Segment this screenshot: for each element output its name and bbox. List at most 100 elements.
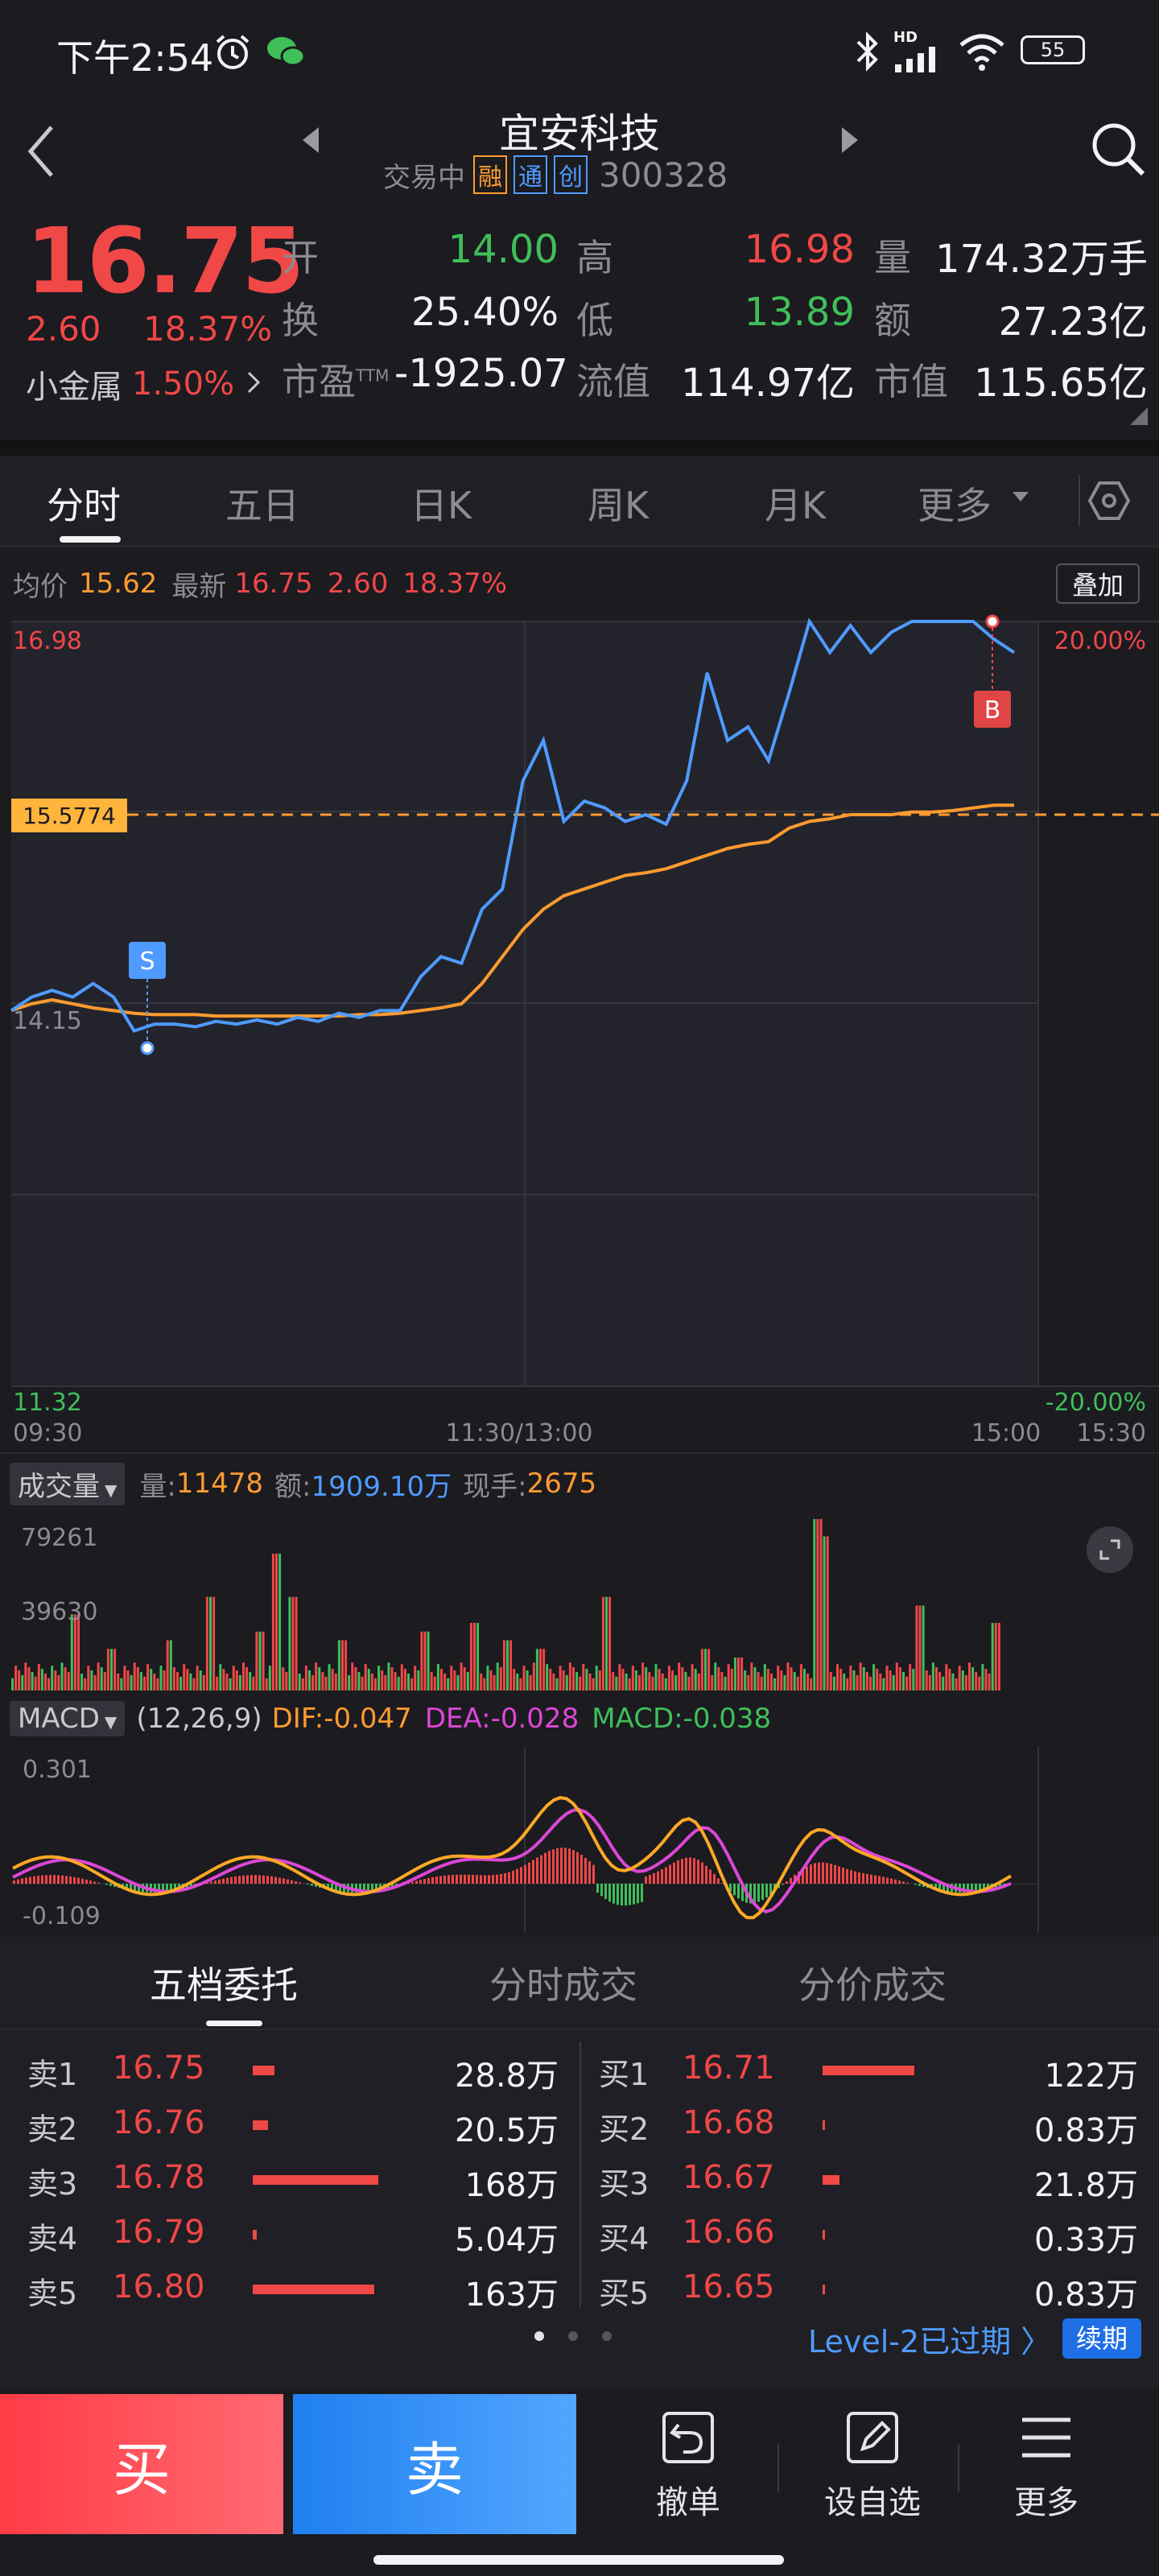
macd-bar <box>782 1884 784 1885</box>
volume-bar <box>499 1667 502 1690</box>
volume-bar <box>968 1662 971 1690</box>
macd-bar <box>641 1884 643 1902</box>
macd-bar <box>65 1876 68 1884</box>
settings-hexagon-icon[interactable] <box>1087 478 1132 526</box>
volume-bar <box>47 1678 51 1690</box>
volume-bar <box>27 1667 31 1690</box>
volume-bar <box>328 1664 331 1690</box>
macd-histogram <box>13 1847 1013 1906</box>
order-depth-bar <box>823 2230 825 2240</box>
amount-value: 27.23亿 <box>998 299 1148 345</box>
bluetooth-icon <box>853 31 882 76</box>
cancel-order-button[interactable]: 撤单 <box>612 2409 765 2529</box>
pe-value: -1925.07 <box>394 351 568 396</box>
sell-marker[interactable]: S <box>129 942 166 1055</box>
fullscreen-icon[interactable] <box>1087 1526 1133 1573</box>
macd-bar <box>822 1862 824 1884</box>
macd-bar <box>359 1884 361 1893</box>
macd-y-top: 0.301 <box>23 1756 92 1784</box>
volume-bar <box>476 1623 480 1690</box>
order-row[interactable]: 卖4 16.79 5.04万 <box>0 2206 580 2260</box>
volume-bar <box>856 1674 859 1690</box>
tab-intraday[interactable]: 分时 <box>47 484 121 527</box>
volume-bar <box>351 1662 354 1690</box>
order-row[interactable]: 买4 16.66 0.33万 <box>583 2206 1159 2260</box>
order-price: 16.78 <box>113 2159 205 2196</box>
macd-bar <box>13 1880 15 1884</box>
order-label: 卖3 <box>27 2166 78 2202</box>
volume-bar <box>612 1672 615 1690</box>
macd-bar <box>73 1876 76 1884</box>
ref-line-value: 15.5774 <box>23 803 116 829</box>
more-button[interactable]: 更多 <box>974 2409 1119 2529</box>
next-stock-icon[interactable] <box>837 124 861 159</box>
macd-bar <box>588 1861 591 1884</box>
order-row[interactable]: 买1 16.71 122万 <box>583 2041 1159 2096</box>
volume-bar <box>410 1678 414 1690</box>
tab-monthly-k[interactable]: 月K <box>765 484 827 527</box>
pct-top-label: 20.00% <box>1054 627 1146 655</box>
volume-bar <box>585 1669 588 1690</box>
macd-bar <box>564 1847 567 1884</box>
macd-bar <box>218 1879 221 1884</box>
tab-time-trades[interactable]: 分时成交 <box>489 1963 637 2007</box>
macd-bar <box>906 1882 909 1884</box>
macd-bar <box>761 1884 764 1901</box>
volume-bar <box>268 1666 271 1690</box>
volume-bar <box>562 1670 565 1690</box>
macd-bar <box>608 1884 611 1902</box>
tab-daily-k[interactable]: 日K <box>410 484 472 527</box>
tab-more[interactable]: 更多 <box>918 484 992 527</box>
order-row[interactable]: 卖3 16.78 168万 <box>0 2151 580 2206</box>
macd-selector[interactable]: MACD ▼ <box>10 1701 126 1736</box>
volume-chart[interactable]: 79261 39630 <box>0 1513 1159 1690</box>
volume-bar <box>588 1673 592 1690</box>
intraday-chart[interactable]: 16.98 14.15 11.32 20.00% -20.00% 15.5774… <box>0 596 1159 1481</box>
macd-bar <box>830 1864 832 1884</box>
macd-bar <box>918 1884 921 1886</box>
order-row[interactable]: 卖2 16.76 20.5万 <box>0 2096 580 2151</box>
volume-bar <box>176 1672 179 1690</box>
macd-bar <box>834 1864 836 1884</box>
macd-bar <box>254 1875 257 1884</box>
volume-bar <box>496 1662 499 1690</box>
macd-bar <box>504 1872 506 1884</box>
tab-five-day[interactable]: 五日 <box>225 484 299 527</box>
expand-corner-icon[interactable] <box>1130 407 1148 428</box>
search-icon[interactable] <box>1087 118 1148 182</box>
quote-panel: 16.75 2.60 18.37% 小金属 1.50% 开 14.00 高 16… <box>0 209 1159 443</box>
macd-bar <box>270 1876 273 1884</box>
volume-bar <box>440 1669 443 1690</box>
order-row[interactable]: 买5 16.65 0.83万 <box>583 2260 1159 2315</box>
tab-weekly-k[interactable]: 周K <box>588 484 650 527</box>
volume-divider <box>0 1452 1159 1454</box>
order-row[interactable]: 买2 16.68 0.83万 <box>583 2096 1159 2151</box>
level2-expired-link[interactable]: Level-2已过期 〉 <box>808 2324 1052 2359</box>
tab-five-level-orders[interactable]: 五档委托 <box>150 1963 298 2007</box>
macd-bar <box>934 1884 937 1890</box>
order-row[interactable]: 卖5 16.80 163万 <box>0 2260 580 2315</box>
volume-selector[interactable]: 成交量 ▼ <box>10 1462 126 1505</box>
sector-link[interactable]: 小金属 1.50% <box>26 361 262 407</box>
prev-stock-icon[interactable] <box>299 124 324 159</box>
macd-bar <box>375 1884 377 1891</box>
add-watchlist-button[interactable]: 设自选 <box>792 2409 953 2529</box>
volume-bar <box>87 1666 90 1690</box>
macd-chart[interactable]: 0.301 -0.109 <box>0 1747 1159 1940</box>
macd-bar <box>661 1869 663 1884</box>
tab-price-trades[interactable]: 分价成交 <box>798 1963 947 2007</box>
order-row[interactable]: 买3 16.67 21.8万 <box>583 2151 1159 2206</box>
overlay-button[interactable]: 叠加 <box>1056 564 1140 604</box>
volume-bar <box>304 1666 307 1690</box>
macd-bar <box>472 1875 474 1884</box>
volume-bar <box>925 1670 928 1690</box>
back-icon[interactable] <box>21 119 61 187</box>
buy-marker[interactable]: B <box>974 614 1011 728</box>
renew-button[interactable]: 续期 <box>1062 2318 1141 2359</box>
volume-bar <box>582 1664 585 1690</box>
macd-bar <box>548 1851 551 1884</box>
order-row[interactable]: 卖1 16.75 28.8万 <box>0 2041 580 2096</box>
buy-button[interactable]: 买 <box>0 2394 283 2534</box>
sell-button[interactable]: 卖 <box>293 2394 576 2534</box>
volume-bar <box>621 1669 625 1690</box>
